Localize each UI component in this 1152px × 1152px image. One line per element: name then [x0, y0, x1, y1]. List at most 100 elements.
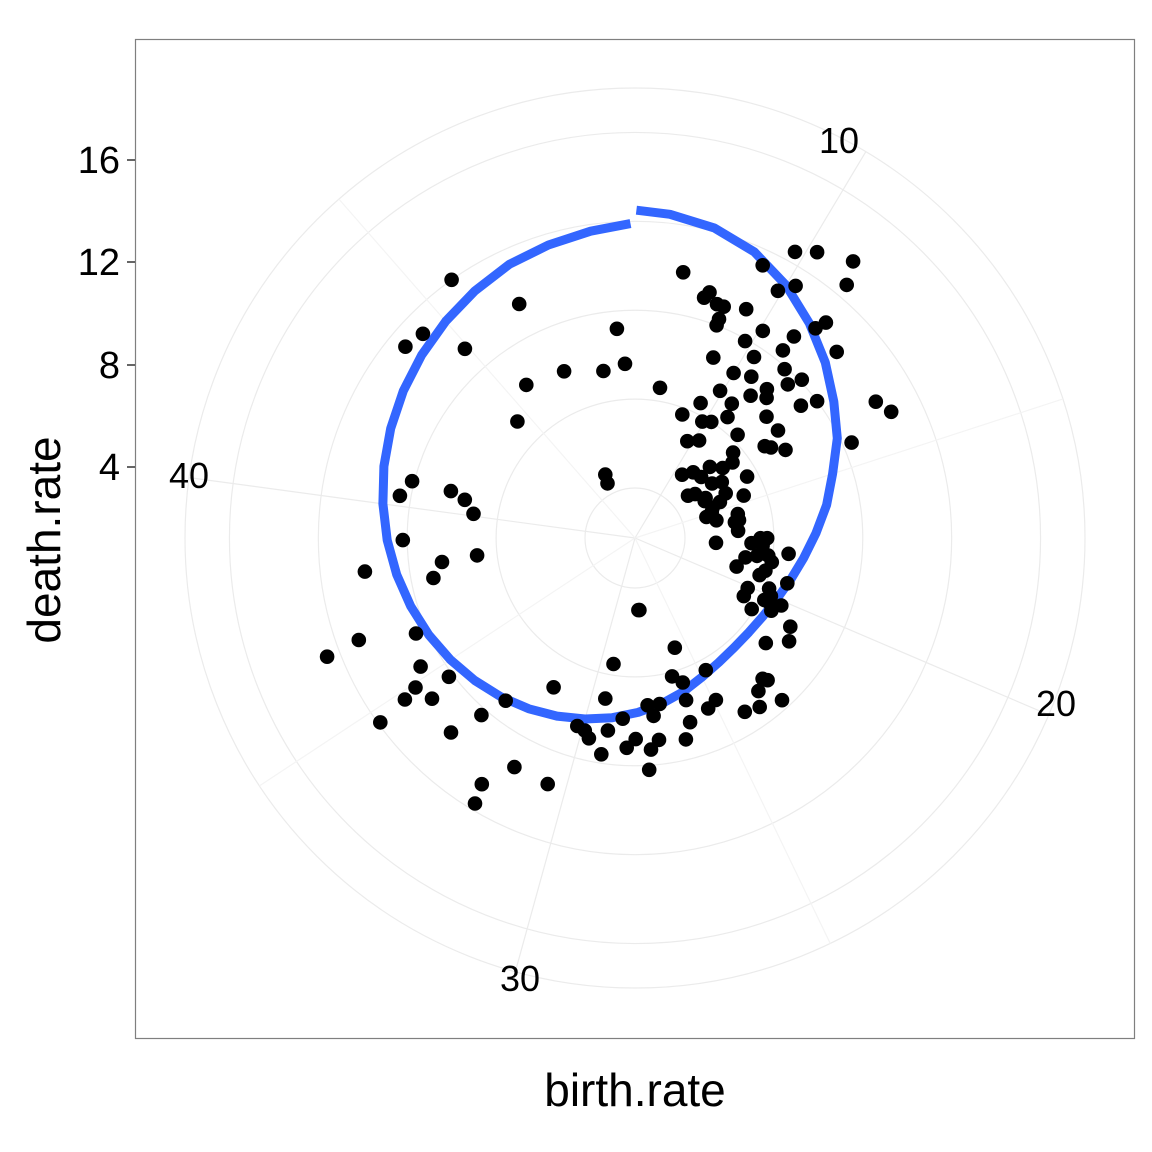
theta-tick-label: 30	[500, 958, 540, 999]
data-point	[726, 365, 741, 381]
data-point	[752, 699, 767, 715]
data-point	[883, 404, 899, 420]
data-point	[737, 333, 753, 349]
data-point	[609, 321, 625, 337]
data-point	[675, 675, 691, 690]
data-point	[392, 488, 408, 504]
data-point	[373, 715, 388, 730]
data-point	[498, 693, 513, 708]
data-point	[426, 570, 441, 586]
data-point	[786, 329, 802, 344]
data-point	[643, 742, 659, 757]
data-point	[682, 714, 698, 730]
data-point	[809, 393, 825, 409]
data-point	[711, 311, 727, 327]
data-point	[757, 592, 772, 608]
grid-spoke	[634, 537, 831, 944]
data-point	[570, 718, 585, 734]
data-point	[628, 731, 643, 747]
grid-ring	[584, 487, 686, 589]
data-point	[808, 321, 823, 336]
data-point	[702, 459, 718, 475]
data-point	[443, 725, 459, 740]
birth-rate-tick-labels: 10 20 30 40	[169, 120, 1076, 999]
grid-spoke	[188, 477, 636, 539]
data-point	[598, 691, 613, 706]
r-tick-label: 16	[78, 140, 120, 182]
data-point	[770, 283, 786, 299]
x-axis-title: birth.rate	[544, 1064, 726, 1116]
data-point	[443, 483, 459, 499]
y-axis-title: death.rate	[18, 436, 70, 643]
data-point	[685, 465, 701, 480]
theta-tick-label: 10	[819, 120, 859, 161]
data-point	[780, 576, 795, 591]
data-point	[758, 635, 774, 651]
data-point	[619, 740, 634, 756]
data-point	[794, 372, 810, 388]
data-point	[667, 640, 683, 655]
data-point	[736, 488, 751, 503]
data-point	[720, 409, 735, 425]
data-point	[749, 548, 765, 564]
data-point	[755, 258, 770, 273]
data-point	[664, 669, 680, 684]
data-point	[788, 278, 803, 294]
data-point	[744, 369, 759, 385]
data-point	[404, 473, 420, 489]
data-point	[755, 671, 770, 687]
data-point	[704, 414, 719, 430]
data-point	[640, 698, 655, 713]
data-point	[474, 776, 490, 792]
data-point	[781, 546, 796, 562]
data-points-layer	[319, 244, 899, 811]
grid-ring	[228, 131, 1042, 945]
grid-spoke	[514, 537, 636, 972]
data-point	[540, 776, 555, 792]
data-point	[600, 723, 616, 738]
r-tick-label: 8	[99, 345, 120, 387]
grid-ring	[317, 220, 953, 856]
data-point	[519, 377, 534, 393]
data-point	[441, 669, 457, 685]
data-point	[467, 796, 483, 811]
data-point	[680, 488, 696, 504]
data-point	[738, 301, 754, 317]
data-point	[698, 662, 714, 678]
data-point	[641, 762, 657, 778]
data-point	[774, 692, 790, 708]
data-point	[738, 550, 753, 565]
data-point	[600, 476, 615, 491]
data-point	[777, 361, 792, 377]
data-point	[699, 509, 714, 525]
data-point	[744, 535, 759, 551]
data-point	[716, 299, 731, 315]
data-point	[715, 460, 730, 476]
data-point	[596, 363, 611, 379]
data-point	[651, 732, 667, 748]
data-point	[704, 476, 720, 491]
data-point	[319, 649, 335, 664]
data-point	[736, 588, 752, 604]
data-point	[408, 626, 424, 641]
data-point	[712, 383, 728, 399]
data-point	[415, 326, 431, 342]
smooth-line-layer	[378, 205, 842, 724]
data-point	[730, 427, 745, 443]
data-point	[680, 433, 695, 449]
data-point	[546, 680, 561, 695]
data-point	[594, 747, 609, 762]
data-point	[829, 344, 844, 360]
theta-tick-label: 20	[1036, 683, 1076, 724]
r-tick-label: 4	[99, 447, 120, 489]
data-point	[632, 602, 647, 618]
data-point	[708, 535, 724, 551]
data-point	[759, 409, 774, 425]
data-point	[730, 506, 746, 522]
data-point	[351, 632, 367, 648]
data-point	[424, 691, 440, 706]
data-point	[755, 323, 771, 339]
data-point	[507, 759, 522, 775]
data-point	[395, 532, 411, 548]
data-point	[556, 364, 572, 379]
